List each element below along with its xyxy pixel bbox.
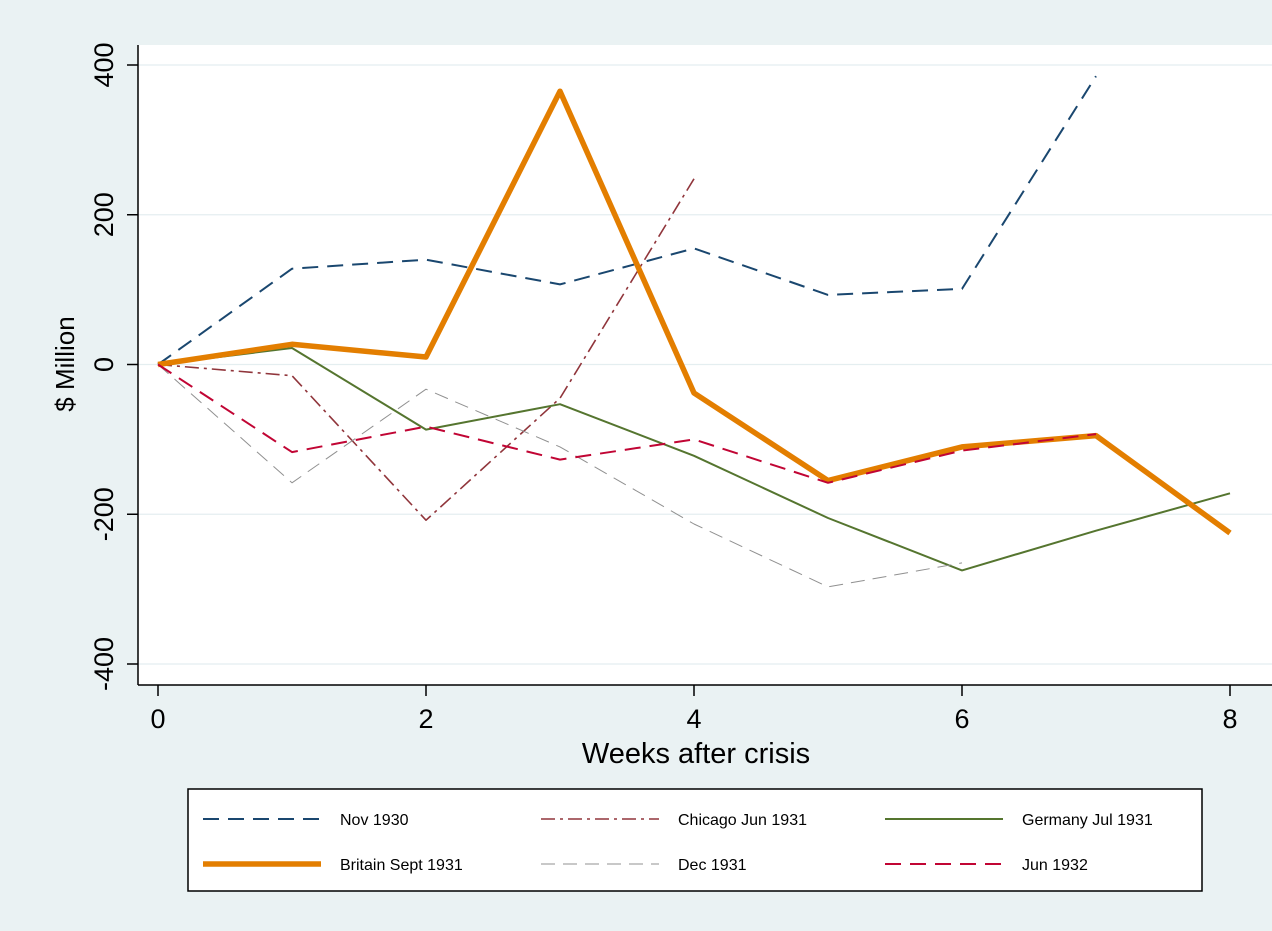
x-tick-label-2: 4	[686, 704, 701, 734]
grid-lines	[138, 64, 1272, 665]
y-tick-label-3: 200	[89, 192, 119, 237]
series-line-4	[157, 364, 963, 588]
x-tick-label-3: 6	[954, 704, 969, 734]
legend-label-3: Britain Sept 1931	[340, 857, 463, 874]
series-line-0	[157, 75, 1097, 366]
axis-ticks: -400 -200 0 200 400 0 2 4 6 8	[89, 42, 1238, 734]
legend-entries: Nov 1930 Chicago Jun 1931 Germany Jul 1931…	[203, 812, 1153, 874]
y-axis-title: $ Million	[50, 316, 80, 411]
series-line-1	[157, 178, 695, 522]
legend-box	[187, 788, 1203, 892]
legend: Nov 1930 Chicago Jun 1931 Germany Jul 1931…	[187, 788, 1203, 892]
legend-label-5: Jun 1932	[1022, 857, 1088, 874]
legend-label-4: Dec 1931	[678, 857, 747, 874]
x-axis-title: Weeks after crisis	[582, 738, 810, 770]
y-tick-label-2: 0	[89, 357, 119, 372]
series-lines	[157, 75, 1232, 588]
x-tick-label-0: 0	[150, 704, 165, 734]
x-tick-label-4: 8	[1222, 704, 1237, 734]
series-line-2	[157, 347, 1231, 572]
series-line-5	[157, 363, 1097, 484]
x-tick-label-1: 2	[418, 704, 433, 734]
y-tick-label-4: 400	[89, 42, 119, 87]
legend-label-2: Germany Jul 1931	[1022, 812, 1153, 829]
y-tick-label-0: -400	[89, 637, 119, 691]
y-tick-label-1: -200	[89, 487, 119, 541]
legend-label-0: Nov 1930	[340, 812, 409, 829]
legend-label-1: Chicago Jun 1931	[678, 812, 807, 829]
